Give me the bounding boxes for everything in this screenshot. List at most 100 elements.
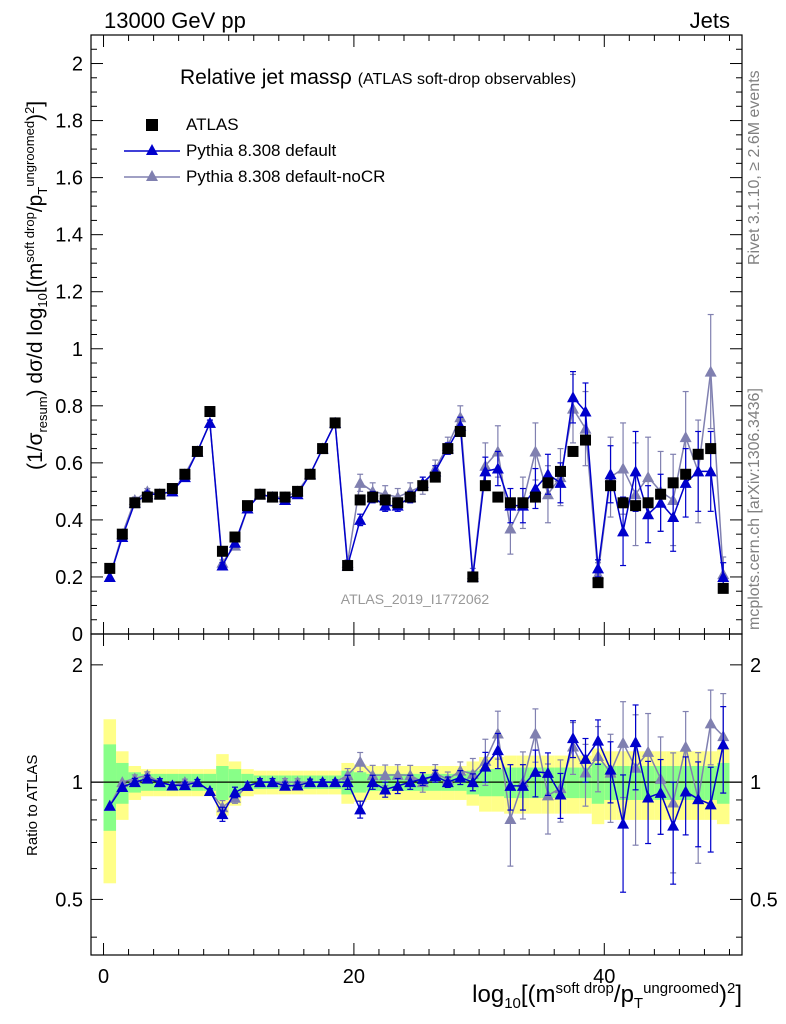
ratio-point-pythia-default: [629, 736, 642, 748]
data-point-pythia-nocr: [617, 462, 630, 474]
data-point-atlas: [417, 480, 429, 492]
ratio-point-pythia-default: [404, 776, 417, 788]
data-point-atlas: [254, 488, 266, 500]
ratio-point-pythia-default: [141, 772, 154, 784]
ratio-point-pythia-default: [266, 776, 279, 788]
data-point-atlas: [717, 582, 729, 594]
data-point-pythia-default: [704, 465, 717, 477]
ratio-point-pythia-default: [529, 765, 542, 777]
legend-label-pythia-default: Pythia 8.308 default: [186, 141, 337, 160]
x-tick-label: 0: [98, 966, 109, 988]
axis-ticks: [91, 34, 742, 955]
ratio-point-pythia-default: [491, 744, 504, 756]
ratio-point-pythia-nocr: [391, 768, 404, 780]
series-line-pythia-default: [109, 395, 724, 578]
y-tick-label: 1.6: [55, 168, 83, 190]
ratio-point-pythia-nocr: [529, 727, 542, 739]
ratio-point-pythia-default: [153, 776, 166, 788]
data-point-pythia-default: [354, 513, 367, 525]
ratio-point-pythia-default: [441, 776, 454, 788]
data-point-pythia-default: [216, 559, 229, 571]
y-tick-label: 1.2: [55, 282, 83, 304]
ratio-panel-frame: [90, 633, 743, 956]
data-point-atlas: [141, 491, 153, 503]
ratio-point-pythia-default: [254, 776, 267, 788]
data-point-pythia-default: [604, 468, 617, 480]
ratio-point-pythia-default: [316, 776, 329, 788]
plot-title-main: Relative jet massρ: [180, 66, 352, 89]
ratio-y-tick-label: 0.5: [55, 889, 83, 911]
data-point-atlas: [404, 491, 416, 503]
plot-title: Relative jet massρ (ATLAS soft-drop obse…: [180, 66, 576, 90]
data-point-atlas: [667, 477, 679, 489]
data-point-atlas: [204, 406, 216, 418]
data-point-atlas: [642, 497, 654, 509]
data-point-atlas: [367, 491, 379, 503]
data-point-atlas: [580, 434, 592, 446]
data-point-atlas: [467, 571, 479, 583]
data-point-atlas: [179, 468, 191, 480]
analysis-tag: ATLAS_2019_I1772062: [341, 591, 490, 607]
data-point-atlas: [379, 494, 391, 506]
data-point-pythia-default: [529, 482, 542, 494]
data-point-atlas: [429, 471, 441, 483]
data-point-atlas: [279, 491, 291, 503]
data-point-pythia-default: [566, 391, 579, 403]
ratio-y-tick-label-right: 1: [750, 772, 761, 794]
data-point-pythia-default: [592, 562, 605, 574]
legend-label-atlas: ATLAS: [186, 115, 239, 134]
data-point-atlas: [104, 562, 116, 574]
data-point-atlas: [479, 480, 491, 492]
data-point-pythia-default: [692, 465, 705, 477]
ratio-point-pythia-nocr: [617, 736, 630, 748]
ratio-band-inner: [566, 767, 580, 799]
process-label: Jets: [689, 8, 730, 33]
data-point-pythia-default: [654, 496, 667, 508]
legend-item-pythia-nocr: Pythia 8.308 default-noCR: [122, 164, 385, 190]
ratio-band-inner: [103, 744, 117, 831]
x-axis-label: log10[(msoft drop/pTungroomed)2]: [472, 980, 742, 1012]
data-point-atlas: [592, 577, 604, 589]
data-point-pythia-default: [629, 465, 642, 477]
ratio-point-pythia-default: [103, 799, 116, 811]
data-point-atlas: [154, 488, 166, 500]
ratio-point-pythia-default: [166, 779, 179, 791]
data-point-atlas: [605, 480, 617, 492]
data-point-pythia-default: [642, 508, 655, 520]
data-point-atlas: [129, 497, 141, 509]
y-tick-label: 1.8: [55, 111, 83, 133]
series-atlas: [104, 406, 729, 594]
ratio-y-tick-label-right: 0.5: [750, 889, 778, 911]
data-point-pythia-nocr: [704, 365, 717, 377]
data-point-pythia-default: [203, 416, 216, 428]
legend: ATLAS Pythia 8.308 default Pythia 8.308 …: [122, 112, 385, 190]
data-point-atlas: [166, 483, 178, 495]
data-point-pythia-nocr: [354, 476, 367, 488]
y-tick-label: 1.4: [55, 225, 83, 247]
ratio-point-pythia-default: [116, 781, 129, 793]
ratio-point-pythia-default: [692, 793, 705, 805]
data-point-pythia-nocr: [529, 445, 542, 457]
ratio-point-pythia-default: [228, 786, 241, 798]
data-point-pythia-default: [479, 465, 492, 477]
ratio-point-pythia-default: [366, 776, 379, 788]
ratio-point-pythia-default: [504, 779, 517, 791]
y-tick-label: 0.6: [55, 453, 83, 475]
tick-labels: 0 20 40 0 0.2 0.4 0.6 0.8 1 1.2 1.4 1.6 1.8 2 0.5 0.5 1 1…: [55, 54, 778, 988]
data-point-atlas: [630, 500, 642, 512]
ratio-point-pythia-nocr: [504, 812, 517, 824]
data-point-atlas: [567, 445, 579, 457]
ratio-point-pythia-default: [579, 752, 592, 764]
data-point-atlas: [705, 443, 717, 455]
ratio-point-pythia-default: [654, 786, 667, 798]
ratio-point-pythia-default: [454, 771, 467, 783]
data-point-atlas: [442, 443, 454, 455]
data-point-pythia-default: [579, 405, 592, 417]
ratio-y-tick-label: 1: [72, 772, 83, 794]
y-tick-label: 0: [72, 624, 83, 646]
data-point-atlas: [517, 497, 529, 509]
data-point-atlas: [617, 497, 629, 509]
data-point-atlas: [655, 488, 667, 500]
